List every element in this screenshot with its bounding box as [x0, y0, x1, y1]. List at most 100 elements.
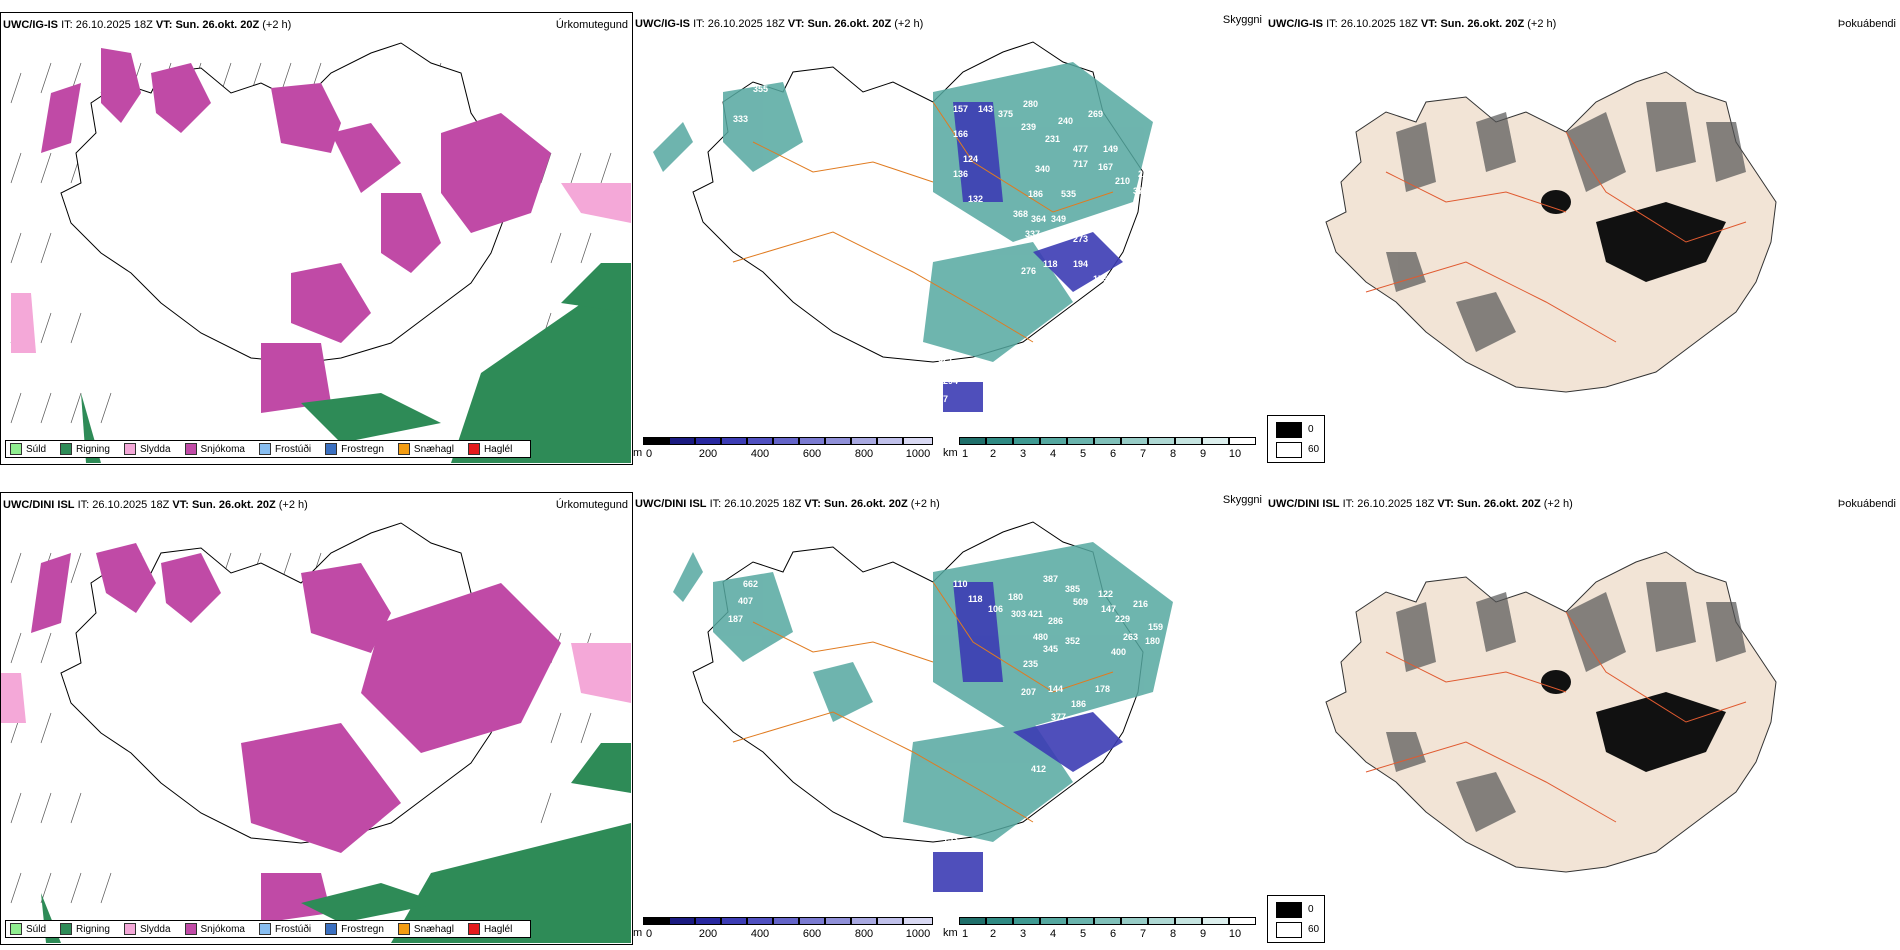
- colorbar-segment: [799, 917, 825, 925]
- colorbar-tick: 3: [1019, 448, 1027, 460]
- colorbar-tick: 8: [1169, 448, 1177, 460]
- legend-item: Frostúði: [258, 443, 312, 455]
- colorbar-segment: [773, 917, 799, 925]
- colorbar-unit: km: [943, 927, 958, 939]
- fog-legend: 0 60: [1267, 415, 1325, 463]
- legend-swatch: [123, 923, 136, 935]
- precip-type-map: [10, 42, 631, 463]
- map-value: 232: [1138, 169, 1153, 179]
- map-value: 269: [1088, 109, 1103, 119]
- visibility-colorbar: km 1 2 3 4 5 6 7 8 9 10: [943, 917, 1266, 941]
- legend-item: Haglél: [467, 443, 512, 455]
- colorbar-segment: [825, 437, 851, 445]
- map-value: 371: [1133, 186, 1148, 196]
- map-value: 166: [953, 129, 968, 139]
- fog-panel-top: UWC/IG-IS IT: 26.10.2025 18Z VT: Sun. 26…: [1266, 12, 1900, 465]
- colorbar-tick: 5: [1079, 448, 1087, 460]
- panel-title: Úrkomutegund: [555, 19, 628, 31]
- colorbar-segment: [1094, 437, 1121, 445]
- precip-type-legend: Súld Rigning Slydda Snjókoma Frostúði Fr…: [5, 920, 532, 938]
- map-value: 280: [1023, 99, 1038, 109]
- init-time: 26.10.2025 18Z: [1357, 498, 1435, 510]
- legend-item: Súld: [10, 443, 46, 455]
- it-label: IT:: [61, 19, 73, 31]
- colorbar-segment: [1148, 437, 1175, 445]
- legend-swatch: [184, 443, 197, 455]
- panel-header: UWC/IG-IS IT: 26.10.2025 18Z VT: Sun. 26…: [1268, 18, 1556, 30]
- colorbar-segment: [1175, 437, 1202, 445]
- colorbar-tick: 7: [1139, 448, 1147, 460]
- fog-legend-swatch: [1276, 902, 1302, 918]
- map-value: 228: [973, 549, 988, 559]
- colorbar-segment: [1067, 917, 1094, 925]
- colorbar-segment: [1202, 917, 1229, 925]
- legend-item: Snjókoma: [184, 923, 245, 935]
- colorbar-unit: m: [633, 927, 643, 939]
- panel-title: Úrkomutegund: [555, 499, 628, 511]
- colorbar-segment: [1094, 917, 1121, 925]
- legend-label: Slydda: [139, 443, 171, 455]
- map-value: 330: [893, 659, 908, 669]
- colorbar-segment: [903, 437, 933, 445]
- map-value: 216: [1133, 599, 1148, 609]
- fog-legend-label: 0: [1308, 424, 1314, 435]
- colorbar-segment: [799, 437, 825, 445]
- colorbar-segment: [721, 437, 747, 445]
- legend-item: Rigning: [60, 923, 110, 935]
- model-name: UWC/DINI ISL: [635, 498, 707, 510]
- legend-label: Frostúði: [274, 443, 312, 455]
- map-value: 337: [1025, 229, 1040, 239]
- precip-type-panel-top: UWC/IG-IS IT: 26.10.2025 18Z VT: Sun. 26…: [0, 12, 633, 465]
- legend-item: Súld: [10, 923, 46, 935]
- legend-swatch: [10, 443, 22, 455]
- map-value: 143: [978, 104, 993, 114]
- legend-item: Snæhagl: [397, 923, 454, 935]
- map-value: 338: [1038, 329, 1053, 339]
- colorbar-segment: [669, 437, 695, 445]
- colorbar-tick: 200: [698, 448, 718, 460]
- colorbar-tick: 6: [1109, 448, 1117, 460]
- map-value: 99: [913, 866, 923, 876]
- legend-item: Snjókoma: [184, 443, 245, 455]
- map-value: 124: [963, 154, 978, 164]
- map-value: 509: [1073, 597, 1088, 607]
- colorbar-tick: 2: [989, 928, 997, 940]
- cloud-base-colorbar: m 0 200 400 600 800 1000: [633, 437, 943, 461]
- colorbar-tick: 10: [1228, 448, 1242, 460]
- colorbar-tick: 400: [750, 448, 770, 460]
- map-value: 421: [1028, 609, 1043, 619]
- map-value: 110: [953, 579, 968, 589]
- fog-panel-bottom: UWC/DINI ISL IT: 26.10.2025 18Z VT: Sun.…: [1266, 492, 1900, 945]
- colorbar-tick: 3: [1019, 928, 1027, 940]
- map-value: 263: [1123, 632, 1138, 642]
- cloud-visibility-panel-top: UWC/IG-IS IT: 26.10.2025 18Z VT: Sun. 26…: [633, 12, 1266, 465]
- it-label: IT:: [1326, 18, 1338, 30]
- colorbar-segment: [851, 917, 877, 925]
- map-value: 273: [1073, 234, 1088, 244]
- precip-type-panel-bottom: UWC/DINI ISL IT: 26.10.2025 18Z VT: Sun.…: [0, 492, 633, 945]
- legend-swatch: [397, 923, 410, 935]
- legend-swatch: [325, 923, 338, 935]
- panel-header: UWC/DINI ISL IT: 26.10.2025 18Z VT: Sun.…: [3, 499, 308, 511]
- fog-legend-swatch: [1276, 442, 1302, 458]
- colorbar-segment: [1067, 437, 1094, 445]
- vt-label: VT:: [155, 19, 173, 31]
- colorbar-tick: 1: [961, 448, 969, 460]
- map-value: 240: [1058, 116, 1073, 126]
- legend-swatch: [258, 443, 271, 455]
- map-value: 210: [1115, 176, 1130, 186]
- vt-label: VT:: [172, 499, 189, 511]
- map-value: 364: [1031, 214, 1046, 224]
- map-value: 235: [1023, 659, 1038, 669]
- map-value: 717: [1073, 159, 1088, 169]
- it-label: IT:: [693, 18, 705, 30]
- colorbar-tick: 600: [802, 448, 822, 460]
- map-value: 231: [1045, 134, 1060, 144]
- colorbar-unit: km: [943, 447, 958, 459]
- map-value: 106: [988, 604, 1003, 614]
- map-value: 333: [733, 114, 748, 124]
- colorbar-segment: [1121, 437, 1148, 445]
- map-value: 294: [943, 376, 958, 386]
- model-name: UWC/IG-IS: [3, 19, 58, 31]
- map-value: 412: [1031, 764, 1046, 774]
